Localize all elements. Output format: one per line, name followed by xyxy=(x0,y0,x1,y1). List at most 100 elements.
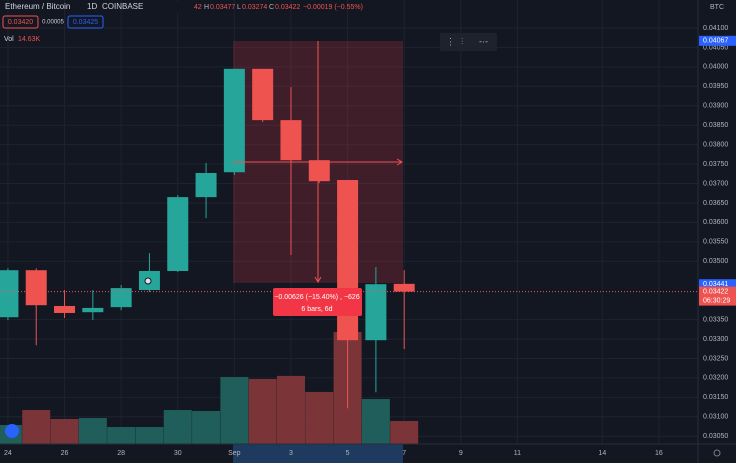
y-tick-label: 0.03150 xyxy=(703,394,728,401)
candle-body xyxy=(223,68,245,173)
x-tick-label: Sep xyxy=(228,450,241,457)
candle-body xyxy=(82,307,104,313)
high: 0.03477 xyxy=(210,4,235,11)
settings-icon[interactable] xyxy=(713,449,721,457)
y-tick-label: 0.03050 xyxy=(703,433,728,440)
volume-bar xyxy=(135,427,164,444)
x-tick-label: 26 xyxy=(61,450,69,457)
candle-body xyxy=(25,270,47,306)
time-axis-highlight xyxy=(233,444,403,463)
drawing-toolbar[interactable] xyxy=(440,33,497,51)
change: −0.00019 (−0.55%) xyxy=(303,4,363,11)
toolbar-icon[interactable]: -·- xyxy=(479,36,488,46)
volume-bar xyxy=(192,410,221,444)
volume-bar xyxy=(107,427,136,444)
buy-price[interactable]: 0.03425 xyxy=(73,19,98,26)
candle-body xyxy=(54,305,76,313)
toolbar-icon[interactable]: ⋮ xyxy=(446,36,455,46)
currency: BTC xyxy=(710,4,724,11)
measure-arrow xyxy=(396,158,403,166)
y-tick-label: 0.03350 xyxy=(703,316,728,323)
volume-bar xyxy=(276,375,305,444)
candle-body xyxy=(365,284,387,341)
y-tick-label: 0.03900 xyxy=(703,103,728,110)
low-label: L xyxy=(237,4,241,11)
countdown: 06:30:29 xyxy=(703,297,730,304)
measure-arrow xyxy=(314,276,322,283)
y-tick-label: 0.03100 xyxy=(703,414,728,421)
candle-body xyxy=(110,288,132,308)
volume-value: 14.63K xyxy=(18,36,41,43)
close: 0.03422 xyxy=(275,4,300,11)
volume-bar xyxy=(50,418,79,444)
x-tick-label: 7 xyxy=(402,450,406,457)
volume-bar xyxy=(78,418,107,444)
candle-body xyxy=(308,160,330,182)
measure-label-box xyxy=(273,288,362,316)
price-tag xyxy=(699,279,736,290)
volume-bar xyxy=(220,376,249,444)
candle-body xyxy=(167,197,189,271)
y-tick-label: 0.03600 xyxy=(703,219,728,226)
x-tick-label: 24 xyxy=(4,450,12,457)
y-tick-label: 0.04100 xyxy=(703,25,728,32)
open-tail: 42 xyxy=(194,4,202,11)
price-tag-label: 0.03422 xyxy=(703,288,728,295)
y-tick-label: 0.03700 xyxy=(703,180,728,187)
y-tick-label: 0.03550 xyxy=(703,239,728,246)
y-tick-label: 0.03200 xyxy=(703,375,728,382)
x-tick-label: 9 xyxy=(459,450,463,457)
volume-bar xyxy=(22,410,51,444)
event-marker[interactable] xyxy=(144,277,152,285)
exchange: COINBASE xyxy=(102,2,143,11)
candle-body xyxy=(252,68,274,121)
close-label: C xyxy=(269,4,274,11)
header-icons[interactable] xyxy=(150,2,192,13)
y-tick-label: 0.03650 xyxy=(703,200,728,207)
price-tag-label: 0.03441 xyxy=(703,281,728,288)
y-tick-label: 0.04000 xyxy=(703,64,728,71)
candle-body xyxy=(195,173,217,198)
x-tick-label: 16 xyxy=(655,450,663,457)
price-tag xyxy=(699,35,736,46)
x-tick-label: 3 xyxy=(289,450,293,457)
x-tick-label: 30 xyxy=(174,450,182,457)
y-tick-label: 0.04050 xyxy=(703,44,728,51)
sell-button[interactable] xyxy=(2,15,39,29)
buy-button[interactable] xyxy=(67,15,104,29)
x-tick-label: 14 xyxy=(598,450,606,457)
candle-body xyxy=(0,270,19,318)
toolbar-icon[interactable]: ⫶ xyxy=(461,36,463,46)
y-tick-label: 0.03250 xyxy=(703,355,728,362)
volume-bar xyxy=(305,391,334,444)
sell-price[interactable]: 0.03420 xyxy=(8,19,33,26)
measure-span: 6 bars, 6d xyxy=(301,306,332,313)
volume-bar xyxy=(163,410,192,444)
x-tick-label: 28 xyxy=(117,450,125,457)
volume-bar xyxy=(390,420,419,444)
interval: 1D xyxy=(87,2,97,11)
price-tag xyxy=(699,286,736,297)
volume-bar xyxy=(248,379,277,444)
x-tick-label: 5 xyxy=(346,450,350,457)
y-tick-label: 0.03950 xyxy=(703,83,728,90)
candle-body xyxy=(393,283,415,292)
countdown-tag xyxy=(699,295,736,306)
candle-body xyxy=(337,180,359,341)
volume-label: Vol xyxy=(4,36,14,43)
volume-bar xyxy=(361,399,390,444)
y-tick-label: 0.03500 xyxy=(703,258,728,265)
candle-body xyxy=(280,120,302,161)
x-tick-label: 11 xyxy=(514,450,521,457)
high-label: H xyxy=(204,4,209,11)
spread: 0.00005 xyxy=(42,20,64,26)
y-tick-label: 0.03750 xyxy=(703,161,728,168)
symbol: Ethereum / Bitcoin xyxy=(5,2,70,11)
y-tick-label: 0.03300 xyxy=(703,336,728,343)
y-tick-label: 0.03800 xyxy=(703,141,728,148)
logo[interactable] xyxy=(5,424,19,438)
price-tag-label: 0.04067 xyxy=(703,38,728,45)
y-tick-label: 0.03850 xyxy=(703,122,728,129)
